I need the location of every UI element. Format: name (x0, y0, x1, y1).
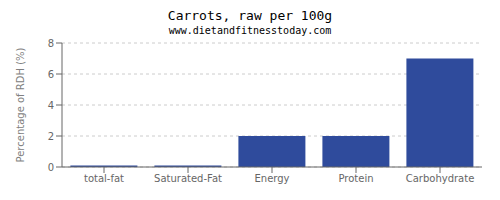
html-text:Carrots, raw per 100g: Carrots, raw per 100g (167, 8, 333, 23)
svg-text:Protein: Protein (338, 173, 373, 184)
svg-text:Carbohydrate: Carbohydrate (406, 173, 475, 184)
svg-text:2: 2 (48, 131, 54, 142)
svg-text:8: 8 (48, 38, 54, 49)
svg-text:0: 0 (48, 162, 54, 173)
svg-text:total-fat: total-fat (84, 173, 124, 184)
html-text:www.dietandfitnesstoday.com: www.dietandfitnesstoday.com (168, 25, 332, 36)
svg-text:Saturated-Fat: Saturated-Fat (154, 173, 222, 184)
svg-text:Energy: Energy (254, 173, 289, 184)
svg-text:4: 4 (48, 100, 54, 111)
svg-text:6: 6 (48, 69, 54, 80)
svg-text:Percentage of RDH (%): Percentage of RDH (%) (15, 47, 26, 162)
